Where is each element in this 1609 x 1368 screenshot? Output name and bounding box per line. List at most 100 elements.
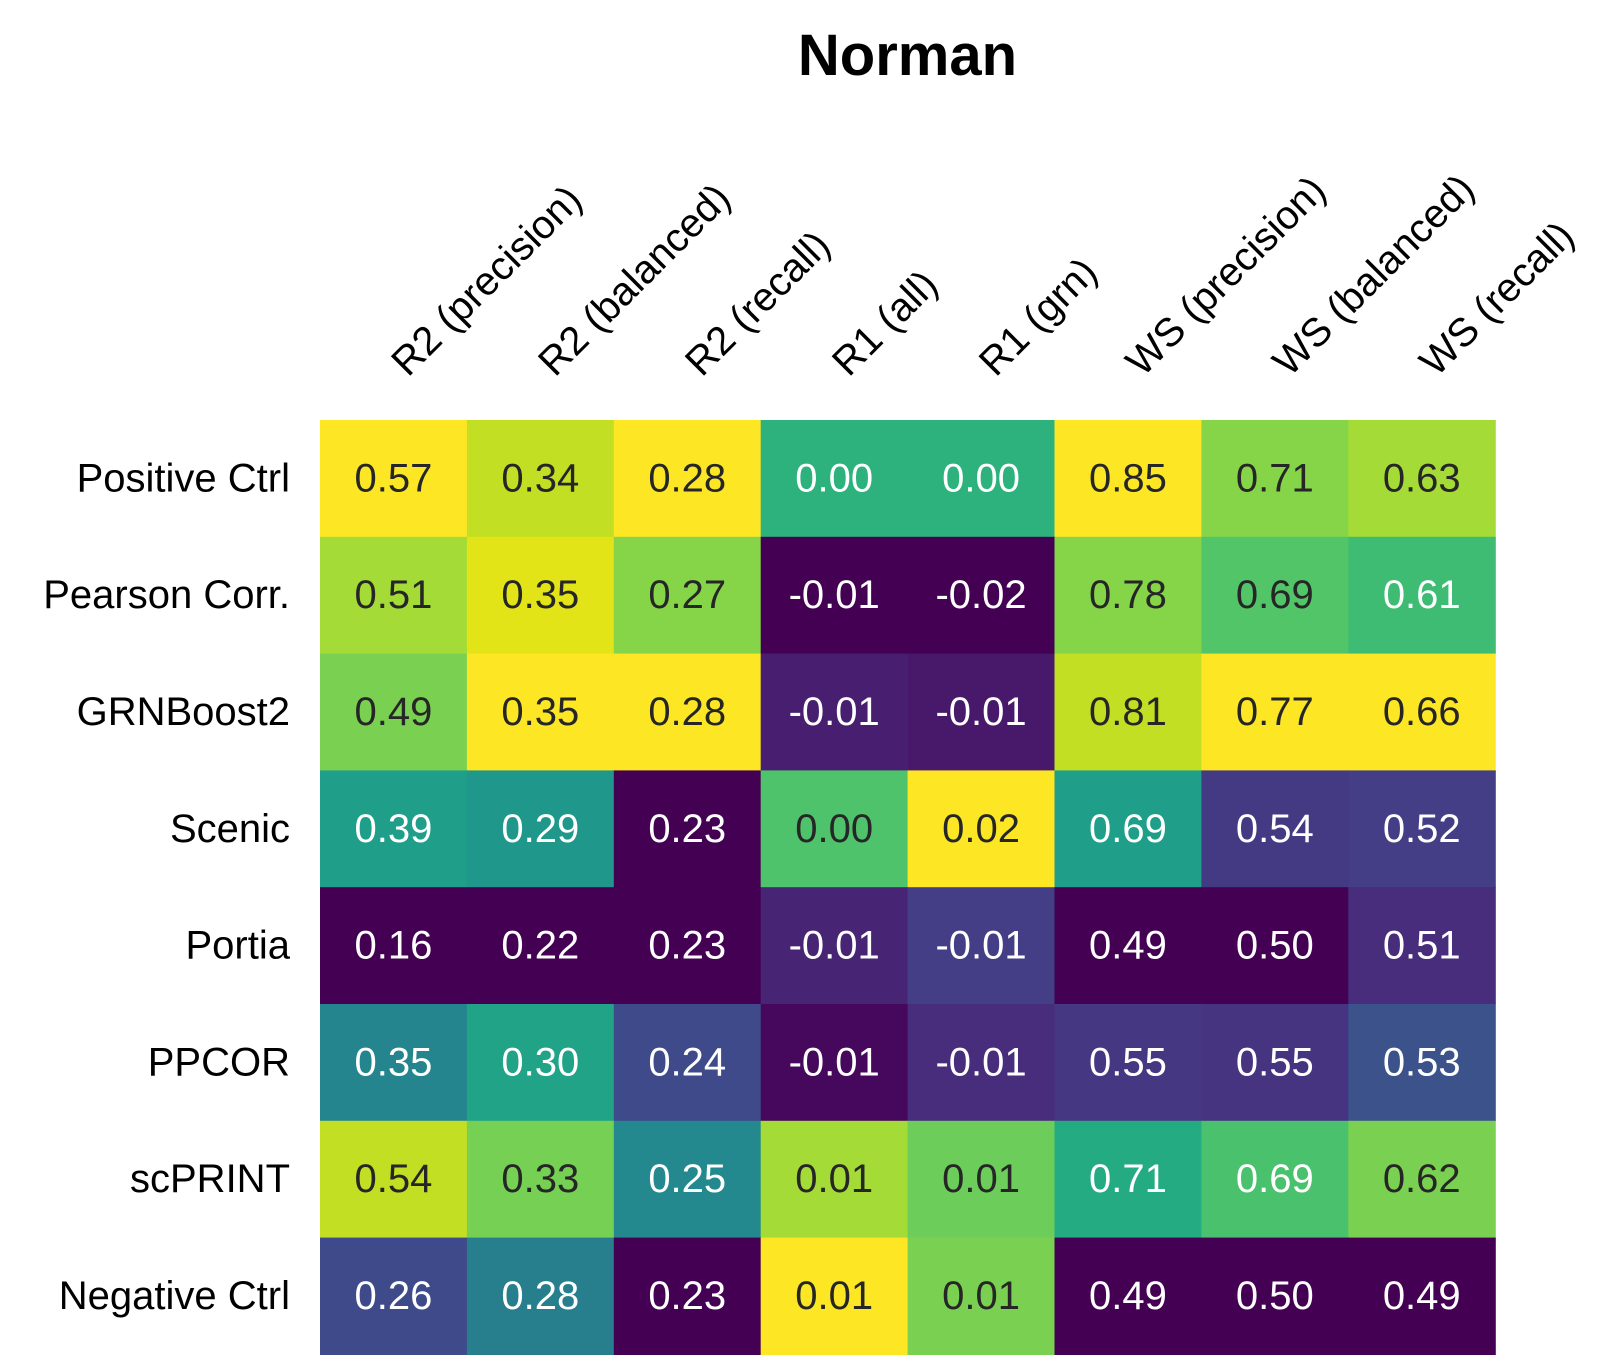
cell-value-label: 0.01 (795, 1274, 873, 1318)
cell-value-label: -0.01 (789, 1040, 880, 1084)
cell-value-label: 0.50 (1236, 924, 1314, 968)
row-label-scenic: Scenic (170, 807, 290, 851)
cell-value-label: 0.34 (501, 456, 579, 500)
cell-value-label: 0.71 (1089, 1157, 1167, 1201)
heatmap-cell (1054, 887, 1202, 1005)
cell-value-label: 0.71 (1236, 456, 1314, 500)
cell-value-label: 0.85 (1089, 456, 1167, 500)
heatmap-cell (613, 1237, 762, 1355)
row-labels: Positive Ctrl Pearson Corr. GRNBoost2 Sceni… (43, 456, 291, 1318)
row-label-pearson-corr: Pearson Corr. (43, 573, 290, 617)
heatmap-cell (760, 1004, 909, 1122)
cell-value-label: 0.35 (501, 690, 579, 734)
heatmap-cell (1201, 653, 1349, 771)
heatmap-cell (1201, 770, 1349, 888)
cell-value-label: 0.26 (355, 1274, 433, 1318)
cell-value-label: -0.02 (935, 573, 1026, 617)
cell-value-label: 0.35 (501, 573, 579, 617)
heatmap-cell (907, 770, 1056, 888)
cell-value-label: 0.49 (1089, 924, 1167, 968)
cell-value-label: 0.66 (1383, 690, 1461, 734)
column-labels: R2 (precision)R2 (balanced)R2 (recall)R1… (383, 166, 1582, 384)
heatmap-cell (466, 1120, 615, 1239)
heatmap-cell (1054, 536, 1202, 655)
heatmap-cell (1348, 420, 1496, 538)
heatmap-cell (760, 770, 909, 888)
cell-value-label: 0.55 (1089, 1040, 1167, 1084)
heatmap-cell (1201, 887, 1349, 1005)
heatmap-cell (1348, 1237, 1496, 1355)
cell-value-label: 0.54 (355, 1157, 433, 1201)
heatmap-cell (613, 1120, 762, 1239)
column-label-r1-all: R1 (all) (824, 262, 946, 384)
heatmap-cell (1348, 1120, 1496, 1239)
cell-value-label: 0.78 (1089, 573, 1167, 617)
cell-value-label: 0.69 (1236, 1157, 1314, 1201)
heatmap-cell (907, 1120, 1056, 1239)
cell-value-label: -0.01 (789, 924, 880, 968)
cell-value-label: 0.62 (1383, 1157, 1461, 1201)
cell-value-label: 0.55 (1236, 1040, 1314, 1084)
heatmap-cell (466, 653, 615, 771)
row-label-scprint: scPRINT (130, 1157, 290, 1201)
cell-value-label: 0.28 (648, 690, 726, 734)
heatmap-cell (907, 1237, 1056, 1355)
heatmap-cell (1054, 770, 1202, 888)
cell-value-label: -0.01 (789, 573, 880, 617)
cell-value-label: -0.01 (789, 690, 880, 734)
cell-value-label: 0.69 (1236, 573, 1314, 617)
cell-value-label: 0.53 (1383, 1040, 1461, 1084)
heatmap-cell (320, 1120, 468, 1239)
cell-value-label: 0.28 (648, 456, 726, 500)
heatmap-cell (1348, 887, 1496, 1005)
heatmap-cell (1348, 536, 1496, 655)
heatmap-cell (320, 1004, 468, 1122)
heatmap-cell (760, 887, 909, 1005)
heatmap-cell (907, 887, 1056, 1005)
heatmap-cell (320, 536, 468, 655)
cell-value-label: 0.00 (942, 456, 1020, 500)
heatmap-cell (760, 1237, 909, 1355)
cell-value-label: 0.51 (355, 573, 433, 617)
chart-title: Norman (797, 23, 1018, 88)
cell-value-label: 0.23 (648, 1274, 726, 1318)
heatmap-cell (760, 1120, 909, 1239)
heatmap-cell (320, 1237, 468, 1355)
heatmap-cell (907, 420, 1056, 538)
heatmap-cell (760, 536, 909, 655)
column-label-r2-recall: R2 (recall) (677, 223, 839, 385)
heatmap-cell (613, 1004, 762, 1122)
cell-value-label: 0.33 (501, 1157, 579, 1201)
heatmap-cell (1348, 653, 1496, 771)
heatmap-cell (466, 1004, 615, 1122)
cell-value-label: 0.22 (501, 924, 579, 968)
cell-value-label: 0.39 (355, 807, 433, 851)
heatmap-cell (760, 420, 909, 538)
cell-value-label: 0.27 (648, 573, 726, 617)
heatmap-cell (1054, 1120, 1202, 1239)
cell-value-label: 0.00 (795, 807, 873, 851)
row-label-positive-ctrl: Positive Ctrl (77, 456, 290, 500)
heatmap-cell (760, 653, 909, 771)
heatmap-cell (613, 653, 762, 771)
cell-value-label: 0.28 (501, 1274, 579, 1318)
heatmap-cell (466, 770, 615, 888)
heatmap-cell (613, 770, 762, 888)
heatmap-cell (1054, 1237, 1202, 1355)
cell-value-label: 0.81 (1089, 690, 1167, 734)
cell-value-label: 0.25 (648, 1157, 726, 1201)
cell-value-label: 0.69 (1089, 807, 1167, 851)
cell-value-label: 0.30 (501, 1040, 579, 1084)
heatmap-cell (613, 536, 762, 655)
heatmap-cell (613, 420, 762, 538)
cell-value-label: 0.02 (942, 807, 1020, 851)
cell-value-label: 0.61 (1383, 573, 1461, 617)
heatmap-cell (320, 653, 468, 771)
heatmap-cell (1054, 420, 1202, 538)
heatmap-cell (320, 887, 468, 1005)
cell-value-label: -0.01 (935, 924, 1026, 968)
heatmap-cell (466, 887, 615, 1005)
row-label-portia: Portia (186, 924, 291, 968)
cell-value-label: 0.01 (795, 1157, 873, 1201)
heatmap-cell (1201, 536, 1349, 655)
